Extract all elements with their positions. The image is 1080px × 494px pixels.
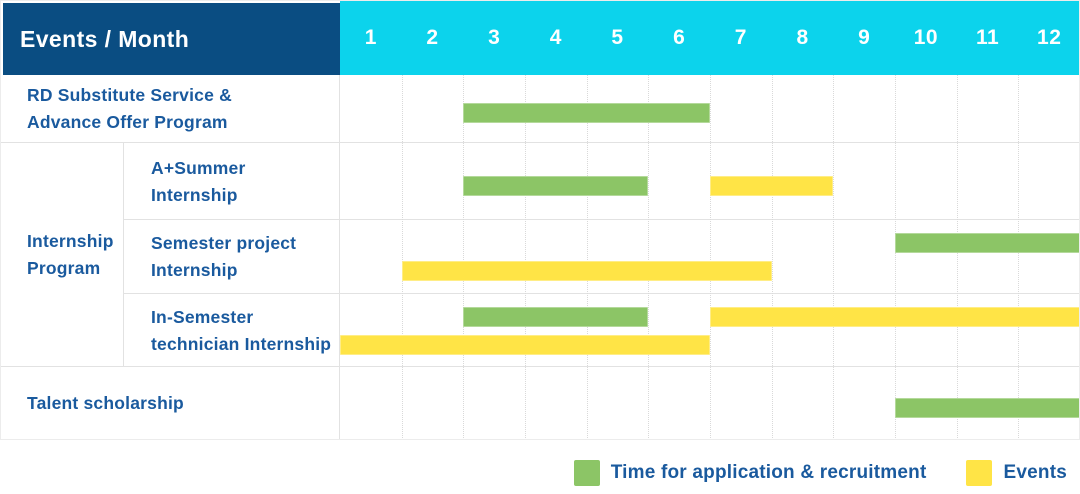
row-label-2: A+Summer Internship [137,143,340,220]
gantt-bar-recruitment [895,233,1080,253]
month-label-1: 1 [364,25,377,49]
month-gridline [463,75,464,440]
row-label-line: A+Summer [151,157,246,178]
gantt-bar-recruitment [463,307,648,327]
row-label-3: Semester project Internship [137,220,340,294]
month-label-11: 11 [975,25,1000,49]
gantt-bar-event [340,335,710,355]
row-label-line: Program [27,258,101,278]
page-title: Events / Month [20,25,190,52]
row-separator [1,366,1079,367]
month-gridline [895,75,896,440]
legend-item-recruitment: Time for application & recruitment [573,460,927,486]
row-label-5: Talent scholarship [13,367,340,440]
table-header-cell: Events / Month [3,3,340,75]
legend-swatch-recruitment-icon [573,460,600,486]
row-label-line: technician Internship [151,333,332,354]
row-separator [124,293,1079,294]
month-label-8: 8 [796,25,809,49]
legend-item-events: Events [966,460,1067,486]
month-label-2: 2 [426,25,439,49]
month-gridline [525,75,526,440]
gantt-bar-event [710,307,1080,327]
legend-swatch-events-icon [966,460,993,486]
row-label-line: Talent scholarship [27,393,184,413]
group-label-internship-program: Internship Program [13,143,124,367]
legend-label-events: Events [1003,462,1067,483]
gantt-bar-recruitment [895,398,1080,418]
month-label-3: 3 [488,25,501,49]
row-separator [124,219,1079,220]
row-label-4: In-Semester technician Internship [137,294,340,367]
month-label-6: 6 [673,25,686,49]
legend: Time for application & recruitment Event… [573,458,1067,488]
legend-label-recruitment: Time for application & recruitment [610,462,927,483]
label-column-divider [339,75,340,440]
month-label-12: 12 [1037,25,1062,49]
group-column-divider [123,143,124,367]
row-label-line: In-Semester [151,306,254,327]
row-label-1: RD Substitute Service & Advance Offer Pro… [13,75,340,143]
month-gridline [587,75,588,440]
month-label-5: 5 [611,25,624,49]
month-header-row: 1 2 3 4 5 6 7 8 9 10 11 12 [340,0,1080,75]
month-gridline [1018,75,1019,440]
gantt-bar-recruitment [463,176,648,196]
gantt-bar-event [710,176,833,196]
month-gridline [833,75,834,440]
month-label-10: 10 [913,25,939,49]
row-label-line: Internship [151,184,238,205]
month-gridline [402,75,403,440]
row-label-line: Advance Offer Program [27,112,228,132]
month-label-7: 7 [734,25,747,49]
month-label-4: 4 [549,25,562,49]
month-gridline [772,75,773,440]
row-label-line: Internship [151,260,238,280]
month-gridline [957,75,958,440]
gantt-bar-recruitment [463,103,710,123]
row-label-line: Semester project [151,233,297,253]
month-label-9: 9 [858,25,871,49]
row-separator [1,142,1079,143]
row-label-line: Internship [27,231,114,251]
gantt-bar-event [402,261,772,281]
row-label-line: RD Substitute Service & [27,85,232,105]
month-gridline [710,75,711,440]
month-gridline [648,75,649,440]
